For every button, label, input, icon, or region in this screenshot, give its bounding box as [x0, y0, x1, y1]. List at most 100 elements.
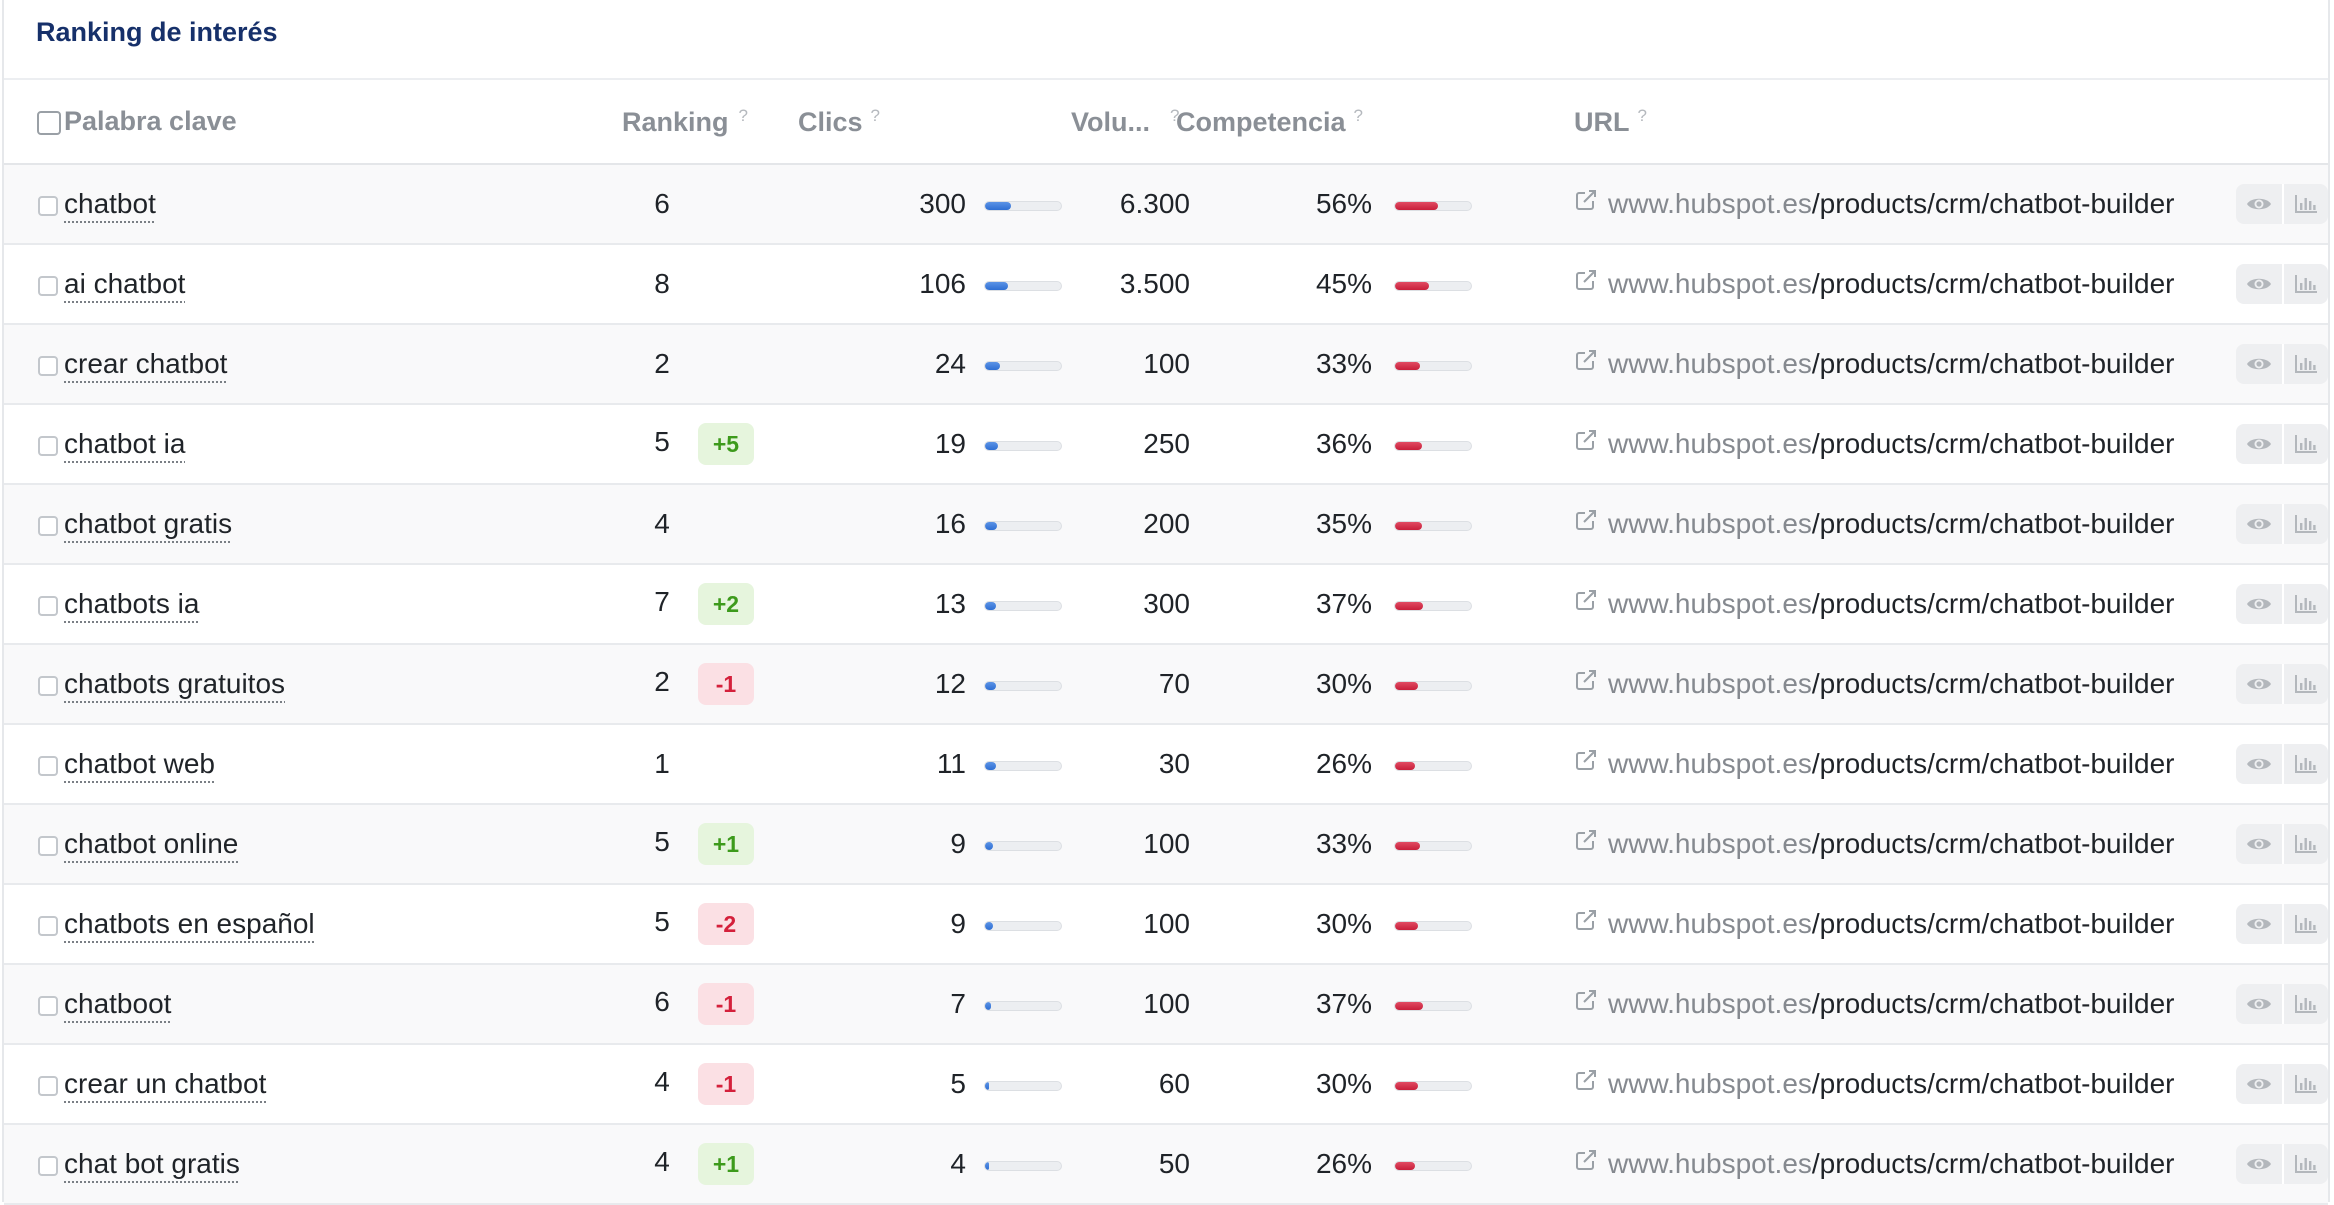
row-checkbox[interactable] [38, 1155, 58, 1176]
keyword-link[interactable]: chatbots gratuitos [64, 668, 286, 699]
chart-button[interactable] [2282, 504, 2328, 544]
url-link[interactable]: www.hubspot.es/products/crm/chatbot-buil… [1608, 508, 2175, 539]
keyword-link[interactable]: crear chatbot [64, 348, 228, 379]
view-button[interactable] [2236, 744, 2282, 784]
view-button[interactable] [2236, 664, 2282, 704]
ranking-cell: 5 +1 [624, 804, 774, 885]
external-link-icon[interactable] [1574, 507, 1598, 539]
chart-button[interactable] [2282, 1144, 2328, 1184]
row-checkbox[interactable] [38, 515, 58, 536]
header-volume[interactable]: Volu...? [1071, 80, 1224, 165]
external-link-icon[interactable] [1574, 987, 1598, 1019]
row-checkbox[interactable] [38, 275, 58, 296]
chart-button[interactable] [2282, 264, 2328, 304]
url-link[interactable]: www.hubspot.es/products/crm/chatbot-buil… [1608, 988, 2175, 1019]
url-link[interactable]: www.hubspot.es/products/crm/chatbot-buil… [1608, 908, 2175, 939]
url-domain: www.hubspot.es [1608, 268, 1812, 299]
ranking-value: 8 [654, 268, 670, 299]
url-help-icon[interactable]: ? [1637, 105, 1647, 125]
keyword-link[interactable]: chatbots en español [64, 908, 315, 939]
view-button[interactable] [2236, 984, 2282, 1024]
external-link-icon[interactable] [1574, 427, 1598, 459]
keyword-link[interactable]: chatboot [64, 988, 172, 1019]
row-checkbox[interactable] [38, 915, 58, 936]
header-competition[interactable]: Competencia? [1176, 80, 1394, 165]
keyword-link[interactable]: chatbot gratis [64, 508, 233, 539]
header-ranking[interactable]: Ranking? [622, 80, 774, 165]
competition-bar [1394, 1000, 1472, 1011]
keyword-link[interactable]: crear un chatbot [64, 1068, 267, 1099]
chart-button[interactable] [2282, 584, 2328, 624]
ranking-help-icon[interactable]: ? [738, 105, 748, 125]
chart-button[interactable] [2282, 344, 2328, 384]
view-button[interactable] [2236, 264, 2282, 304]
external-link-icon[interactable] [1574, 187, 1598, 219]
external-link-icon[interactable] [1574, 1067, 1598, 1099]
url-link[interactable]: www.hubspot.es/products/crm/chatbot-buil… [1608, 188, 2175, 219]
view-button[interactable] [2236, 1144, 2282, 1184]
url-link[interactable]: www.hubspot.es/products/crm/chatbot-buil… [1608, 428, 2175, 459]
header-clics[interactable]: Clics? [774, 80, 1074, 165]
chart-button[interactable] [2282, 744, 2328, 784]
external-link-icon[interactable] [1574, 907, 1598, 939]
table-row: chatboot 6 -1 7 100 37% www.hubspot.es/pr… [4, 964, 2328, 1045]
keyword-link[interactable]: chatbot [64, 188, 156, 219]
url-domain: www.hubspot.es [1608, 188, 1812, 219]
view-button[interactable] [2236, 824, 2282, 864]
url-link[interactable]: www.hubspot.es/products/crm/chatbot-buil… [1608, 748, 2175, 779]
table-header-row: Palabra clave Ranking? Clics? Volu...? C… [4, 80, 2328, 165]
view-button[interactable] [2236, 584, 2282, 624]
url-link[interactable]: www.hubspot.es/products/crm/chatbot-buil… [1608, 1148, 2175, 1179]
row-checkbox[interactable] [38, 355, 58, 376]
external-link-icon[interactable] [1574, 587, 1598, 619]
row-checkbox[interactable] [38, 195, 58, 216]
view-button[interactable] [2236, 184, 2282, 224]
chart-button[interactable] [2282, 424, 2328, 464]
chart-button[interactable] [2282, 664, 2328, 704]
select-all-checkbox[interactable] [37, 110, 61, 135]
row-checkbox[interactable] [38, 675, 58, 696]
external-link-icon[interactable] [1574, 827, 1598, 859]
external-link-icon[interactable] [1574, 347, 1598, 379]
view-button[interactable] [2236, 904, 2282, 944]
keyword-link[interactable]: chat bot gratis [64, 1148, 240, 1179]
view-button[interactable] [2236, 424, 2282, 464]
url-link[interactable]: www.hubspot.es/products/crm/chatbot-buil… [1608, 828, 2175, 859]
row-checkbox[interactable] [38, 435, 58, 456]
row-checkbox[interactable] [38, 755, 58, 776]
keyword-link[interactable]: chatbot ia [64, 428, 186, 459]
chart-button[interactable] [2282, 1064, 2328, 1104]
keyword-link[interactable]: ai chatbot [64, 268, 186, 299]
row-checkbox[interactable] [38, 595, 58, 616]
keyword-link[interactable]: chatbots ia [64, 588, 200, 619]
view-button[interactable] [2236, 344, 2282, 384]
competition-bar-cell [1394, 1124, 1574, 1205]
keyword-link[interactable]: chatbot online [64, 828, 239, 859]
chart-button[interactable] [2282, 184, 2328, 224]
url-link[interactable]: www.hubspot.es/products/crm/chatbot-buil… [1608, 588, 2175, 619]
competition-bar-fill [1395, 1161, 1415, 1170]
url-link[interactable]: www.hubspot.es/products/crm/chatbot-buil… [1608, 668, 2175, 699]
clics-help-icon[interactable]: ? [870, 105, 880, 125]
volume-help-icon[interactable]: ? [1170, 105, 1180, 125]
row-checkbox[interactable] [38, 835, 58, 856]
keyword-link[interactable]: chatbot web [64, 748, 215, 779]
row-checkbox[interactable] [38, 995, 58, 1016]
header-keyword[interactable]: Palabra clave [64, 80, 624, 165]
external-link-icon[interactable] [1574, 1147, 1598, 1179]
url-link[interactable]: www.hubspot.es/products/crm/chatbot-buil… [1608, 348, 2175, 379]
external-link-icon[interactable] [1574, 667, 1598, 699]
external-link-icon[interactable] [1574, 747, 1598, 779]
header-url[interactable]: URL? [1574, 80, 2214, 165]
chart-button[interactable] [2282, 904, 2328, 944]
competition-help-icon[interactable]: ? [1353, 105, 1364, 125]
view-button[interactable] [2236, 504, 2282, 544]
external-link-icon[interactable] [1574, 267, 1598, 299]
url-link[interactable]: www.hubspot.es/products/crm/chatbot-buil… [1608, 1068, 2175, 1099]
url-link[interactable]: www.hubspot.es/products/crm/chatbot-buil… [1608, 268, 2175, 299]
chart-button[interactable] [2282, 824, 2328, 864]
view-button[interactable] [2236, 1064, 2282, 1104]
clics-cell: 12 [774, 644, 1074, 725]
row-checkbox[interactable] [38, 1075, 58, 1096]
chart-button[interactable] [2282, 984, 2328, 1024]
